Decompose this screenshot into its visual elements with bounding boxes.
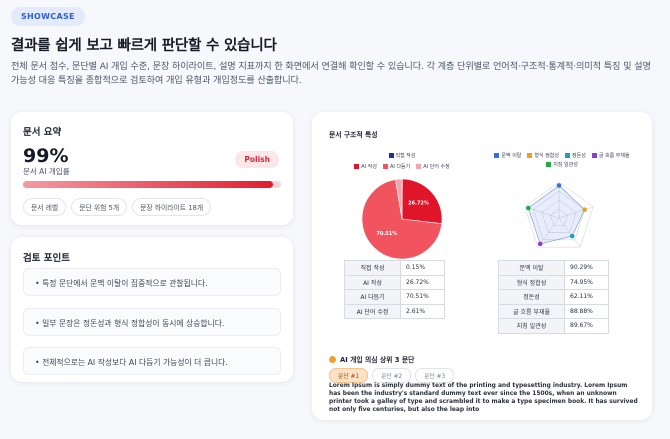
legend-reference: 지칭 일관성 [546,161,578,168]
table-row: 문맥 이탈 90.29% [498,260,609,276]
top-paragraphs-title: AI 개입 의심 상위 3 문단 [329,354,414,364]
table-row: 정돈성 62.11% [498,289,609,305]
radar-series [527,185,586,245]
ai-composition-pie: 26.72% 70.51% [361,178,443,260]
ai-progress-bar [23,181,281,188]
table-row: 형식 정합성 74.95% [498,274,609,290]
table-row: 글 흐름 부재율 88.88% [498,303,609,319]
radar-legend: 문맥 이탈 형식 정합성 정돈성 글 흐름 부재율 지칭 일관성 [492,152,632,168]
legend-swatch [527,153,533,158]
structure-radar [524,181,594,248]
pie-slice [395,178,403,220]
pie-slice-label: 70.51% [376,231,397,237]
table-row: AI 다듬기 70.51% [344,289,445,305]
ai-percent-label: 문서 AI 개입률 [23,167,70,176]
legend-ai-polish: AI 다듬기 [382,163,410,170]
radar-axis [558,206,594,219]
pie-table: 직접 작성 0.15% AI 작성 26.72% AI 다듬기 70.51% AI 단… [344,260,445,319]
legend-swatch [494,153,500,158]
chip-sentence-highlight[interactable]: 문장 하이라이트 18개 [132,198,212,216]
tab-paragraph-1[interactable]: 문단 #1 [329,368,369,383]
summary-chips: 문서 레벨 문단 위험 5개 문장 하이라이트 18개 [23,198,212,216]
review-point: • 일부 문장은 정돈성과 형식 정합성이 동시에 상승합니다. [23,308,281,336]
radar-axis [558,217,581,248]
structure-panel: 문서 구조적 특성 직접 작성 AI 작성 AI 다듬기 AI 단어 수정 26… [312,112,652,420]
tab-paragraph-3[interactable]: 문단 #3 [415,368,455,383]
tab-paragraph-2[interactable]: 문단 #2 [372,368,412,383]
polish-badge: Polish [235,151,279,168]
paragraph-text: Lorem Ipsum is simply dummy text of the … [329,383,638,413]
ai-percent: 99% [23,145,69,167]
radar-point [525,205,531,211]
legend-format: 형식 정합성 [527,152,559,159]
radar-grid [533,190,585,241]
ai-progress-fill [23,181,274,188]
review-card: 검토 포인트 • 특정 문단에서 문맥 이탈이 집중적으로 관찰됩니다. • 일… [11,237,293,382]
legend-ai-word: AI 단어 수정 [416,163,450,170]
legend-swatch [565,153,570,158]
legend-ai-written: AI 작성 [354,163,377,170]
legend-swatch [546,162,552,167]
legend-flow: 글 흐름 부재율 [591,152,630,159]
radar-point [569,233,575,239]
radar-point [556,183,562,188]
table-row: 직접 작성 0.15% [344,260,445,276]
legend-swatch [388,153,394,158]
radar-grid [550,208,568,226]
pie-slice [361,179,443,260]
pie-slice [401,178,443,225]
radar-point [537,241,543,247]
pie-legend: 직접 작성 AI 작성 AI 다듬기 AI 단어 수정 [342,152,462,170]
legend-swatch [354,164,360,169]
radar-grid [541,199,577,233]
pie-slice-label: 26.72% [408,200,429,206]
table-row: AI 단어 수정 2.61% [344,303,445,319]
legend-swatch [591,153,597,158]
table-row: AI 작성 26.72% [344,274,445,290]
legend-direct: 직접 작성 [388,152,416,159]
page-title: 결과를 쉽게 보고 빠르게 판단할 수 있습니다 [11,38,277,54]
chip-paragraph-risk[interactable]: 문단 위험 5개 [71,198,128,216]
table-row: 지칭 일관성 89.67% [498,318,609,334]
panel-title: 문서 구조적 특성 [329,131,378,139]
summary-card: 문서 요약 99% 문서 AI 개입률 Polish 문서 레벨 문단 위험 5… [11,112,293,225]
radar-table: 문맥 이탈 90.29% 형식 정합성 74.95% 정돈성 62.11% 글 흐름 … [498,260,609,334]
legend-context: 문맥 이탈 [494,152,521,159]
review-title: 검토 포인트 [23,253,71,264]
chip-document-level[interactable]: 문서 레벨 [23,198,67,216]
review-point: • 특정 문단에서 문맥 이탈이 집중적으로 관찰됩니다. [23,268,281,296]
radar-point [582,207,587,212]
page-description: 전체 문서 점수, 문단별 AI 개입 수준, 문장 하이라이트, 설명 지표까… [11,61,651,86]
legend-swatch [382,164,388,169]
legend-swatch [416,164,422,169]
summary-title: 문서 요약 [23,127,62,138]
showcase-badge: SHOWCASE [11,7,85,26]
radar-grid [524,181,594,248]
legend-tidiness: 정돈성 [565,152,586,159]
alert-dot-icon [329,355,336,363]
paragraph-tabs: 문단 #1 문단 #2 문단 #3 [329,368,455,383]
review-point: • 전체적으로는 AI 작성보다 AI 다듬기 가능성이 더 큽니다. [23,347,281,375]
